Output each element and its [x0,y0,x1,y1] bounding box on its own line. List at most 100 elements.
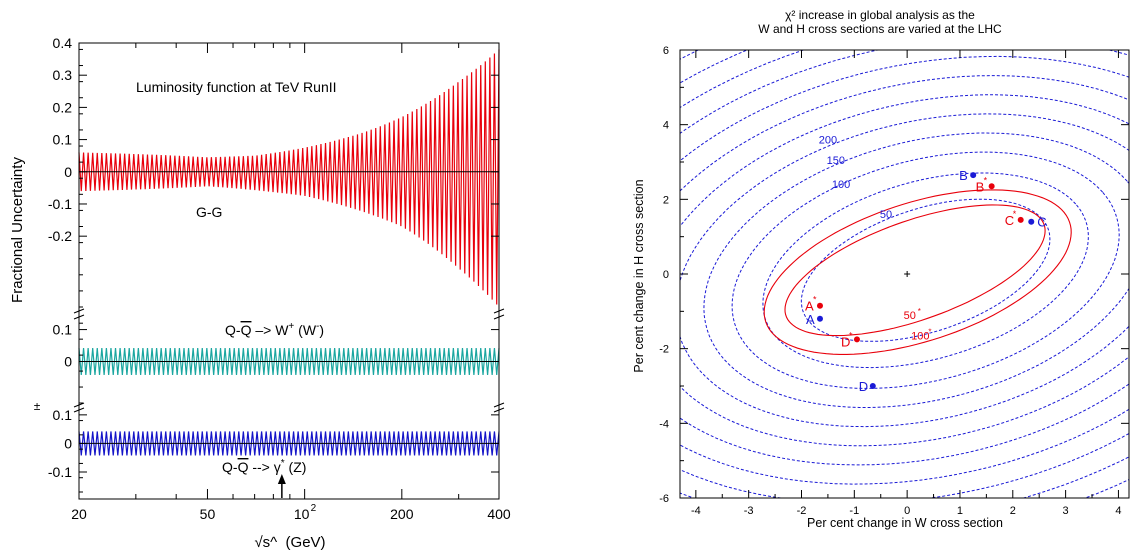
y-tick-label-qq_z: 0.1 [53,407,73,423]
y-tick-label: 6 [663,45,669,57]
blue-contour [800,198,1051,342]
chi2-contour-chart: χ² increase in global analysis as the W … [632,8,1130,530]
band-qq_z [78,431,500,456]
red-contour-label-star: * [928,327,931,336]
luminosity-uncertainty-chart: Fractional Uncertainty ± 0.40.30.20.10-0… [9,35,511,551]
left-plot-area: 0.40.30.20.10-0.1-0.20.100.10-0.120 50 10 2… [48,35,511,522]
pm-label: ± [34,399,41,413]
blue-contour-label: 150 [827,155,845,167]
blue-point-label: A [806,312,815,327]
right-plot-area [680,50,1129,498]
y-tick-label: 2 [663,194,669,206]
x-tick-label: 1 [957,505,963,517]
red-point-C [1017,216,1024,223]
left-x-axis-label: √s^ (GeV) [254,534,325,551]
x-tick-label: 400 [487,506,511,522]
qq-w-label-part: - [316,321,319,332]
qq-z-label-part: (Z) [285,459,307,475]
red-contour-100 [763,189,1072,355]
red-point-label: A [805,299,814,314]
blue-point-label: B [959,168,968,183]
red-point-A [816,302,823,309]
x-tick-label: 200 [390,506,414,522]
x-tick-label: -3 [744,505,754,517]
red-point-B [988,183,995,190]
red-point-star: * [1013,209,1017,219]
x-tick-label: 0 [904,505,910,517]
y-tick-label-gg: 0.4 [53,35,73,51]
band-qq_w [78,348,500,375]
blue-contour [680,50,1129,498]
qq-w-label-part: –> W [251,322,289,338]
red-contour-50 [784,204,1046,337]
blue-contour-label: 100 [832,179,850,191]
qq-w-label-part: + [288,321,294,332]
red-contour-label-star: * [918,307,921,316]
y-tick-label: -2 [659,344,669,356]
red-point-label: D [841,334,850,349]
blue-contour [703,132,1129,408]
right-plot-frame [679,49,1130,499]
blue-contour [680,50,1129,498]
right-title-line1: χ² increase in global analysis as the [785,8,975,22]
qq-w-label-part: ) [319,322,324,338]
red-point-star: * [813,295,817,305]
x-tick-label: 2 [1010,505,1016,517]
arrow-head [277,474,286,484]
x-tick-label: 4 [1115,505,1121,517]
x-tick-label: 10 [294,506,310,522]
y-tick-label-qq_w: 0.1 [53,322,73,338]
blue-point-A [816,315,823,322]
y-tick-label-qq_z: -0.1 [48,464,72,480]
blue-contour-label: 50 [880,209,892,221]
y-tick-label-gg: 0.3 [53,67,73,83]
left-plot-frame [78,42,500,500]
x-tick-label: -2 [797,505,807,517]
y-tick-label-gg: 0.2 [53,99,73,115]
band-gg [78,49,500,305]
red-contour-label: 50 [904,310,916,322]
x-tick-label: -4 [691,505,701,517]
y-tick-label: 0 [663,269,669,281]
blue-contour [680,113,1129,428]
qq-z-label-part: Q [238,459,249,475]
blue-contour-label: 200 [819,134,837,146]
qq-w-label-part: Q- [225,322,241,338]
y-tick-label: -4 [659,418,669,430]
blue-contour [731,151,1120,389]
y-tick-label-qq_z: 0 [64,435,72,451]
blue-contour [680,75,1129,466]
blue-point-D [869,383,876,389]
red-point-label: B [976,179,985,194]
qq-w-label-part: Q [241,322,252,338]
blue-point-label: D [859,379,868,394]
y-tick-label: 4 [663,120,669,132]
blue-contour [680,94,1129,447]
x-tick-label: -1 [849,505,859,517]
blue-contour [680,50,1129,498]
red-contour-label: 100 [911,330,929,342]
red-point-star: * [984,175,988,185]
red-point-star: * [849,330,853,340]
right-x-axis-label: Per cent change in W cross section [807,516,1003,530]
gg-title: Luminosity function at TeV RunII [136,79,337,95]
red-point-D [853,336,860,343]
y-tick-label-gg: 0.1 [53,132,73,148]
y-tick-label-gg: 0 [64,164,72,180]
blue-point-B [970,172,977,179]
qq-z-label: Q-Q --> γ* (Z) [222,458,306,475]
qq-z-label-part: * [281,458,285,469]
x-tick-exponent: 2 [311,503,317,514]
gg-label: G-G [196,204,222,220]
y-tick-label-qq_w: 0 [64,354,72,370]
blue-point-C [1028,218,1035,225]
qq-w-label-part: (W [294,322,317,338]
right-y-axis-label: Per cent change in H cross section [632,179,646,372]
y-tick-label-gg: -0.1 [48,196,72,212]
y-tick-label: -6 [659,493,669,505]
y-tick-label-gg: -0.2 [48,228,72,244]
blue-point-label: C [1037,215,1046,230]
left-y-axis-label: Fractional Uncertainty [9,157,26,303]
